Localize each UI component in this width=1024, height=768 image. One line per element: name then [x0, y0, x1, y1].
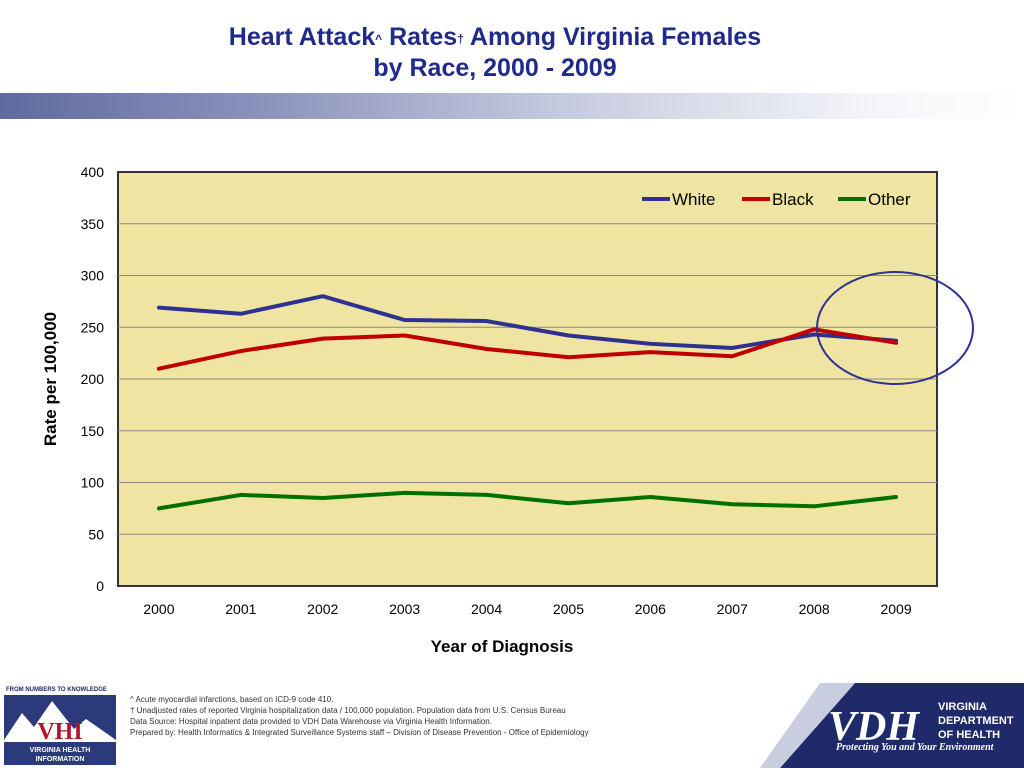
legend: White Black Other	[642, 190, 911, 209]
y-tick-label: 50	[88, 526, 104, 542]
title-sup-dagger: †	[457, 32, 464, 46]
series-line-other	[156, 490, 899, 511]
vdh-name-2: DEPARTMENT	[938, 715, 1014, 727]
footnotes: ^ Acute myocardial infarctions, based on…	[130, 694, 589, 738]
title-part-a: Heart Attack	[228, 23, 376, 51]
x-tick-label: 2003	[389, 601, 420, 617]
y-tick-label: 150	[81, 423, 105, 439]
header-band	[0, 93, 1024, 119]
title-sup-caret: ^	[375, 32, 383, 46]
x-axis-label: Year of Diagnosis	[431, 637, 574, 656]
title-line-2: by Race, 2000 - 2009	[373, 54, 617, 82]
x-tick-label: 2006	[635, 601, 666, 617]
vhi-name-2: INFORMATION	[36, 756, 85, 763]
legend-label-black: Black	[772, 190, 814, 209]
vdh-name-1: VIRGINIA	[938, 701, 987, 713]
vhi-logo: FROM NUMBERS TO KNOWLEDGE VHI VIRGINIA H…	[4, 683, 120, 765]
y-axis-label: Rate per 100,000	[41, 312, 60, 446]
y-tick-label: 200	[81, 371, 105, 387]
vdh-logo: VDH VIRGINIA DEPARTMENT OF HEALTH Protec…	[760, 683, 1024, 768]
y-tick-label: 350	[81, 216, 105, 232]
y-tick-label: 300	[81, 268, 105, 284]
y-tick-labels: 0 50 100 150 200 250 300 350 400	[81, 164, 105, 594]
y-tick-label: 0	[96, 578, 104, 594]
x-tick-labels: 2000 2001 2002 2003 2004 2005 2006 2007 2008 2009	[143, 601, 911, 617]
x-tick-label: 2005	[553, 601, 584, 617]
vhi-name-1: VIRGINIA HEALTH	[30, 747, 91, 754]
footnote-1: ^ Acute myocardial infarctions, based on…	[130, 695, 334, 704]
highlight-circle	[816, 271, 974, 385]
x-tick-label: 2004	[471, 601, 502, 617]
title-part-b: Rates	[382, 23, 458, 51]
footnote-2: † Unadjusted rates of reported Virginia …	[130, 706, 566, 715]
x-tick-label: 2007	[717, 601, 748, 617]
legend-label-other: Other	[868, 190, 911, 209]
title-part-c: Among Virginia Females	[463, 23, 762, 51]
legend-label-white: White	[672, 190, 715, 209]
series-lines	[156, 294, 899, 511]
vdh-tagline: Protecting You and Your Environment	[836, 742, 995, 753]
vdh-mark: VDH	[828, 704, 920, 750]
vdh-name-3: OF HEALTH	[938, 729, 1000, 741]
x-tick-label: 2002	[307, 601, 338, 617]
x-tick-label: 2008	[799, 601, 830, 617]
x-tick-label: 2000	[143, 601, 174, 617]
footnote-4: Prepared by: Health Informatics & Integr…	[130, 728, 589, 737]
series-line-black	[156, 327, 899, 371]
vhi-mark: VHI	[37, 719, 82, 745]
x-tick-label: 2001	[225, 601, 256, 617]
y-tick-label: 100	[81, 475, 105, 491]
x-tick-label: 2009	[880, 601, 911, 617]
y-tick-label: 250	[81, 319, 105, 335]
vhi-tagline: FROM NUMBERS TO KNOWLEDGE	[6, 687, 107, 693]
slide-title: Heart Attack^ Rates† Among Virginia Fema…	[0, 22, 990, 84]
footnote-3: Data Source: Hospital inpatient data pro…	[130, 717, 492, 726]
y-tick-label: 400	[81, 164, 105, 180]
